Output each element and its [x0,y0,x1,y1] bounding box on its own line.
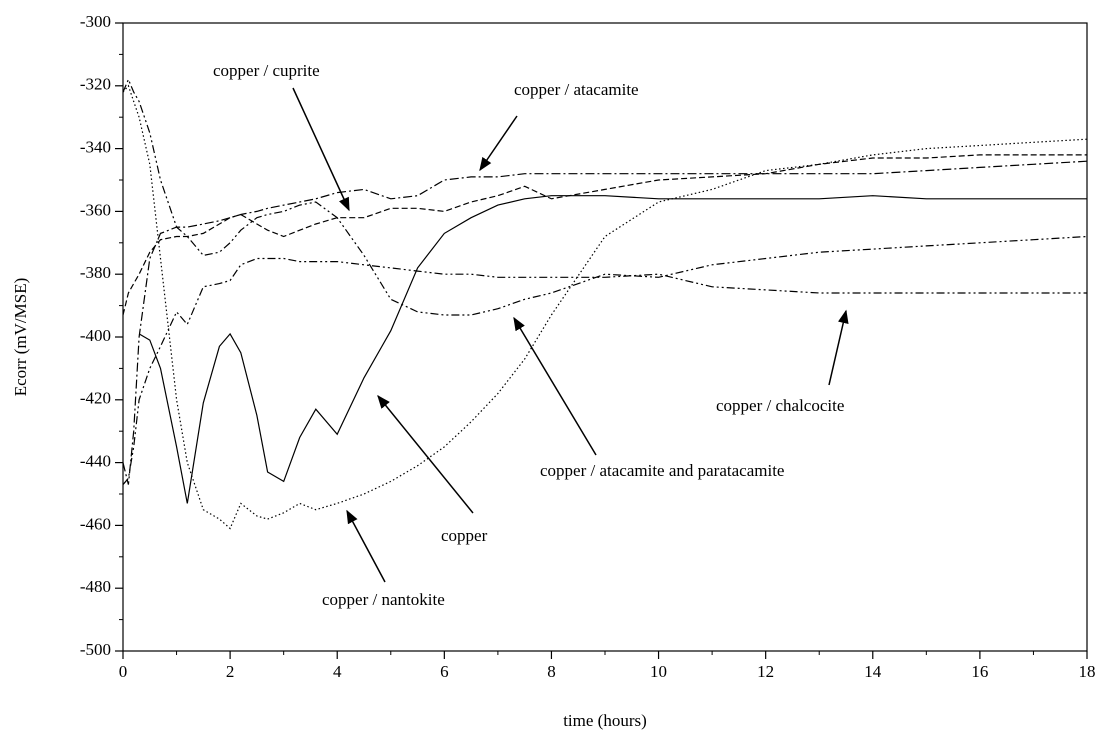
y-tick-label: -480 [80,577,111,596]
annotation-arrow [292,87,350,212]
x-tick-label: 16 [971,662,988,681]
y-tick-label: -460 [80,514,111,533]
x-tick-label: 8 [547,662,556,681]
x-tick-label: 0 [119,662,128,681]
y-tick-label: -300 [80,12,111,31]
y-tick-label: -380 [80,263,111,282]
annotation: copper / cuprite [213,61,320,80]
x-tick-label: 2 [226,662,235,681]
series-layer [123,77,1087,530]
annotation: copper [441,526,488,545]
x-tick-label: 18 [1079,662,1096,681]
x-tick-label: 10 [650,662,667,681]
annotation-arrow [828,309,849,386]
series-line [123,257,1087,485]
y-tick-label: -320 [80,75,111,94]
y-tick-label: -360 [80,200,111,219]
annotation: copper / atacamite and paratacamite [540,461,784,480]
series-line [138,195,1087,504]
y-tick-label: -500 [80,640,111,659]
series-line [123,77,1087,316]
y-tick-label: -340 [80,138,111,157]
x-tick-label: 12 [757,662,774,681]
x-tick-label: 4 [333,662,342,681]
x-axis-label: time (hours) [563,711,647,730]
x-tick-label: 6 [440,662,449,681]
annotation-arrow [377,394,474,514]
annotation: copper / chalcocite [716,396,844,415]
annotation: copper / atacamite [514,80,639,99]
x-tick-label: 14 [864,662,882,681]
y-axis-label: Ecorr (mV/MSE) [11,278,30,397]
annotation-arrow [479,115,518,172]
annotation-arrow [513,316,597,456]
plot-frame [122,22,1088,652]
series-line [123,154,1087,316]
annotation-arrow [346,509,386,583]
y-tick-label: -440 [80,452,111,471]
series-line [123,160,1087,485]
annotation: copper / nantokite [322,590,445,609]
y-tick-label: -400 [80,326,111,345]
y-tick-label: -420 [80,389,111,408]
